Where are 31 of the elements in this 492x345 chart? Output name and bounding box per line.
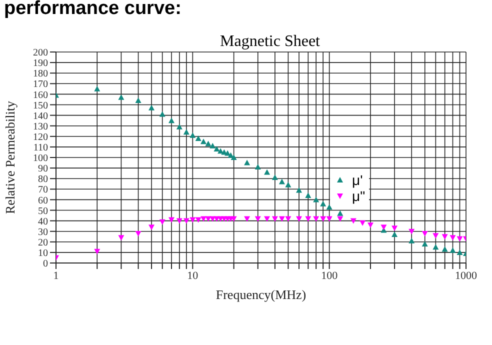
y-tick-label: 100	[33, 153, 48, 164]
legend-label: μ"	[352, 188, 366, 204]
chart-title: Magnetic Sheet	[219, 33, 321, 51]
y-tick-label: 60	[38, 195, 48, 206]
y-tick-label: 150	[33, 100, 48, 112]
y-tick-label: 0	[43, 258, 48, 270]
y-tick-label: 50	[38, 206, 48, 217]
y-tick-label: 200	[33, 48, 48, 59]
x-axis-title: Frequency(MHz)	[216, 287, 306, 302]
legend-label: μ'	[352, 172, 363, 188]
y-tick-label: 20	[38, 237, 48, 248]
y-tick-label: 90	[38, 164, 48, 175]
y-tick-label: 130	[33, 121, 48, 132]
x-tick-label: 10	[187, 270, 199, 282]
y-tick-label: 160	[33, 90, 48, 101]
y-tick-label: 30	[38, 226, 48, 238]
y-tick-label: 180	[33, 68, 48, 80]
y-tick-label: 10	[38, 248, 48, 259]
x-tick-label: 1	[53, 270, 59, 282]
y-tick-label: 140	[33, 110, 48, 122]
x-tick-label: 100	[321, 270, 338, 282]
text: performance curve:	[4, 0, 182, 20]
y-tick-label: 190	[33, 58, 48, 70]
y-tick-label: 110	[33, 142, 48, 154]
y-tick-label: 170	[33, 79, 48, 90]
y-tick-label: 40	[38, 216, 48, 228]
y-tick-label: 80	[38, 174, 48, 186]
y-tick-label: 70	[38, 184, 48, 196]
x-tick-label: 1000	[455, 270, 478, 282]
y-tick-label: 120	[33, 132, 48, 143]
y-axis-title: Relative Permeability	[2, 100, 18, 214]
